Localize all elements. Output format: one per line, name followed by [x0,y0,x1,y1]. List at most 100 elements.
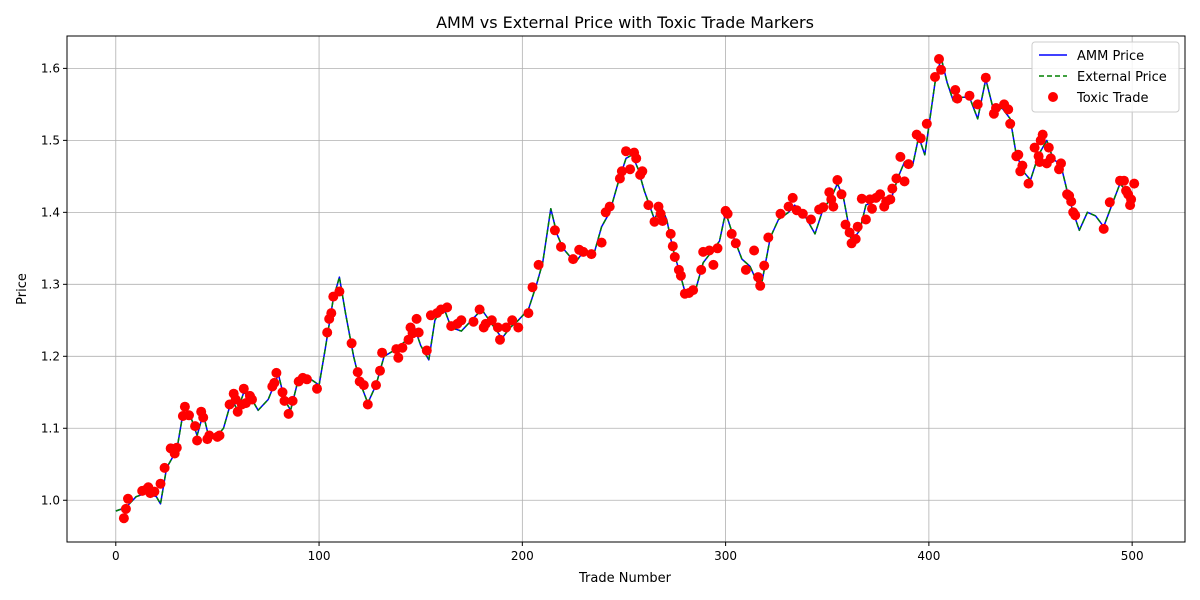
toxic-trade-marker [1104,197,1115,208]
toxic-trade-marker [214,430,225,441]
legend: AMM Price External Price Toxic Trade [1031,41,1180,113]
toxic-trade-marker [442,302,453,313]
legend-toxic-marker [1048,92,1058,102]
toxic-trade-marker [775,208,786,219]
toxic-trade-marker [1029,142,1040,153]
x-tick-label: 100 [308,549,331,563]
toxic-trade-marker [726,228,737,239]
y-axis-label: Price [15,273,30,305]
toxic-trade-marker [586,249,597,260]
toxic-trade-marker [903,159,914,170]
toxic-trade-marker [930,72,940,82]
toxic-trade-marker [1119,175,1129,186]
toxic-trade-marker [840,219,851,230]
toxic-trade-marker [749,245,760,256]
y-axis-ticks: 1.0 1.1 1.2 1.3 1.4 1.5 1.6 [41,61,67,507]
y-tick-label: 1.6 [41,61,60,75]
toxic-trade-marker [856,193,867,204]
toxic-trade-marker [625,164,636,175]
toxic-trade-marker [964,90,975,101]
toxic-trade-marker [867,203,877,214]
toxic-trade-marker [578,246,589,257]
toxic-trade-marker [936,64,947,75]
toxic-trade-marker [952,93,963,104]
toxic-trade-marker [616,166,627,177]
legend-external-label: External Price [1077,70,1167,85]
grid-lines [67,36,1185,542]
toxic-trade-marker [375,365,385,376]
toxic-trade-marker [704,245,715,256]
toxic-trade-marker [763,232,774,243]
toxic-trade-marker [120,503,131,514]
series-layer [115,54,1140,524]
toxic-trade-marker [1043,142,1054,153]
toxic-trade-marker [1017,160,1028,171]
toxic-trade-marker [513,322,524,333]
toxic-trade-marker [665,228,676,239]
legend-toxic-label: Toxic Trade [1076,91,1148,106]
toxic-trade-marker [806,214,816,225]
toxic-trade-marker [377,347,388,358]
toxic-trade-marker [797,208,808,219]
toxic-trade-marker [118,513,129,524]
toxic-trade-marker [596,237,607,248]
toxic-trade-marker [696,264,707,275]
toxic-trade-marker [238,383,249,394]
x-axis-ticks: 0 100 200 300 400 500 [112,542,1144,563]
toxic-trade-marker [533,259,544,270]
y-tick-label: 1.5 [41,133,60,147]
toxic-trade-marker [371,380,381,391]
toxic-trade-marker [787,192,798,203]
toxic-trade-marker [891,173,902,184]
toxic-trade-marker [836,189,847,200]
chart-title: AMM vs External Price with Toxic Trade M… [436,13,814,32]
toxic-trade-marker [740,264,751,275]
toxic-trade-marker [895,151,906,162]
toxic-trade-marker [1066,196,1077,207]
x-tick-label: 300 [714,549,737,563]
toxic-trade-marker [818,202,829,213]
toxic-trade-marker [334,286,345,297]
toxic-trade-marker [850,234,861,244]
toxic-trade-marker [468,316,479,327]
toxic-trade-marker [1005,118,1016,129]
toxic-trade-marker [411,313,422,324]
toxic-trade-marker [413,327,424,338]
x-tick-label: 0 [112,549,120,563]
toxic-trade-marker [832,175,843,185]
toxic-trade-marker [523,308,534,319]
toxic-trade-marker [247,394,257,405]
x-tick-label: 500 [1121,549,1144,563]
toxic-trade-marker [159,462,170,473]
toxic-trade-marker [287,395,298,406]
toxic-trade-marker [312,383,322,394]
toxic-trade-marker [657,216,668,226]
toxic-trade-marker [149,486,160,497]
toxic-trade-marker [271,367,282,378]
toxic-trade-marker [362,399,373,410]
toxic-trade-marker [708,259,719,270]
toxic-trade-marker [1045,153,1056,164]
y-tick-label: 1.1 [41,421,60,435]
toxic-trade-marker [899,176,910,187]
toxic-trade-marker [688,285,699,296]
toxic-trade-marker [486,315,497,326]
toxic-trade-marker [277,387,288,398]
toxic-trade-marker [501,322,512,333]
toxic-trade-marker [991,103,1001,113]
toxic-trade-marker [759,260,770,271]
toxic-trade-marker [885,194,896,205]
toxic-trade-marker [198,412,209,423]
toxic-trade-marker [456,315,467,326]
toxic-trade-marker [301,374,312,385]
toxic-trade-marker [492,322,503,333]
toxic-trade-marker [393,352,404,363]
x-tick-label: 400 [917,549,940,563]
toxic-trade-marker [155,478,166,489]
toxic-trade-marker [1129,178,1140,189]
toxic-trade-marker [972,99,983,110]
toxic-trade-marker [675,270,686,281]
toxic-trade-marker [322,327,333,338]
